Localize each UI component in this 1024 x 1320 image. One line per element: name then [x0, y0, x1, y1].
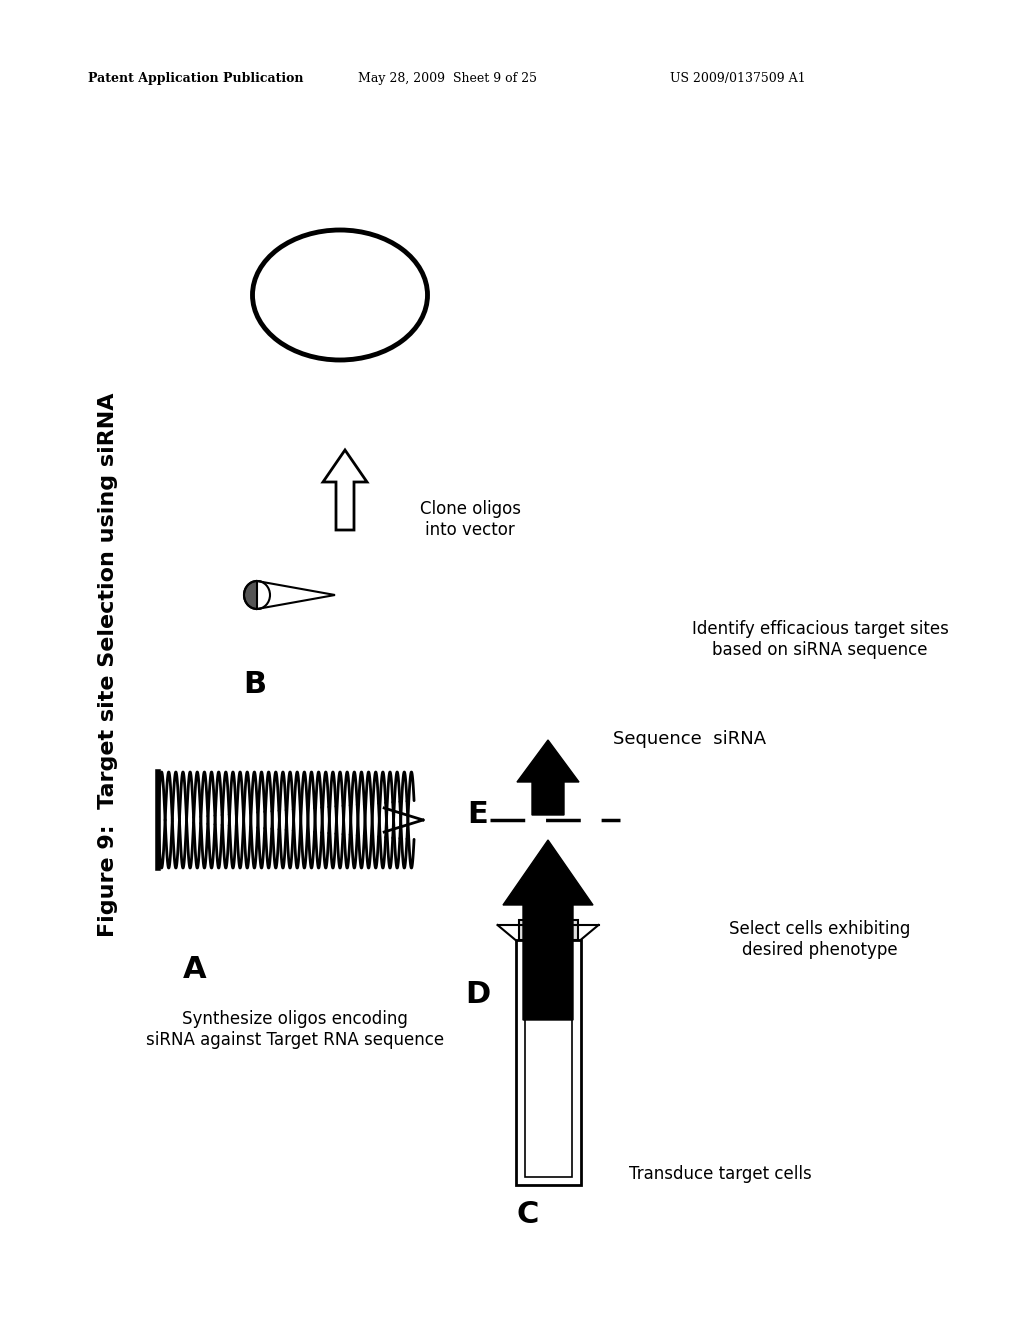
Text: Sequence  siRNA: Sequence siRNA — [613, 730, 767, 748]
Text: Identify efficacious target sites
based on siRNA sequence: Identify efficacious target sites based … — [691, 620, 948, 659]
Bar — [524, 981, 571, 1177]
Text: A: A — [183, 954, 207, 983]
Text: E: E — [468, 800, 488, 829]
Text: Transduce target cells: Transduce target cells — [629, 1166, 811, 1183]
Text: B: B — [244, 671, 266, 700]
Ellipse shape — [244, 581, 270, 609]
Polygon shape — [517, 741, 579, 814]
Bar — [518, 920, 578, 940]
Text: May 28, 2009  Sheet 9 of 25: May 28, 2009 Sheet 9 of 25 — [358, 73, 537, 84]
Polygon shape — [323, 450, 367, 531]
Bar — [515, 940, 581, 1185]
Text: Patent Application Publication: Patent Application Publication — [88, 73, 303, 84]
Text: C: C — [517, 1200, 540, 1229]
Text: Synthesize oligos encoding
siRNA against Target RNA sequence: Synthesize oligos encoding siRNA against… — [146, 1010, 444, 1049]
Polygon shape — [257, 581, 335, 609]
Text: Figure 9:  Target site Selection using siRNA: Figure 9: Target site Selection using si… — [98, 393, 118, 937]
Text: Clone oligos
into vector: Clone oligos into vector — [420, 500, 520, 539]
Text: D: D — [465, 979, 490, 1008]
Text: US 2009/0137509 A1: US 2009/0137509 A1 — [670, 73, 806, 84]
Polygon shape — [503, 840, 593, 1020]
Text: Select cells exhibiting
desired phenotype: Select cells exhibiting desired phenotyp… — [729, 920, 910, 958]
